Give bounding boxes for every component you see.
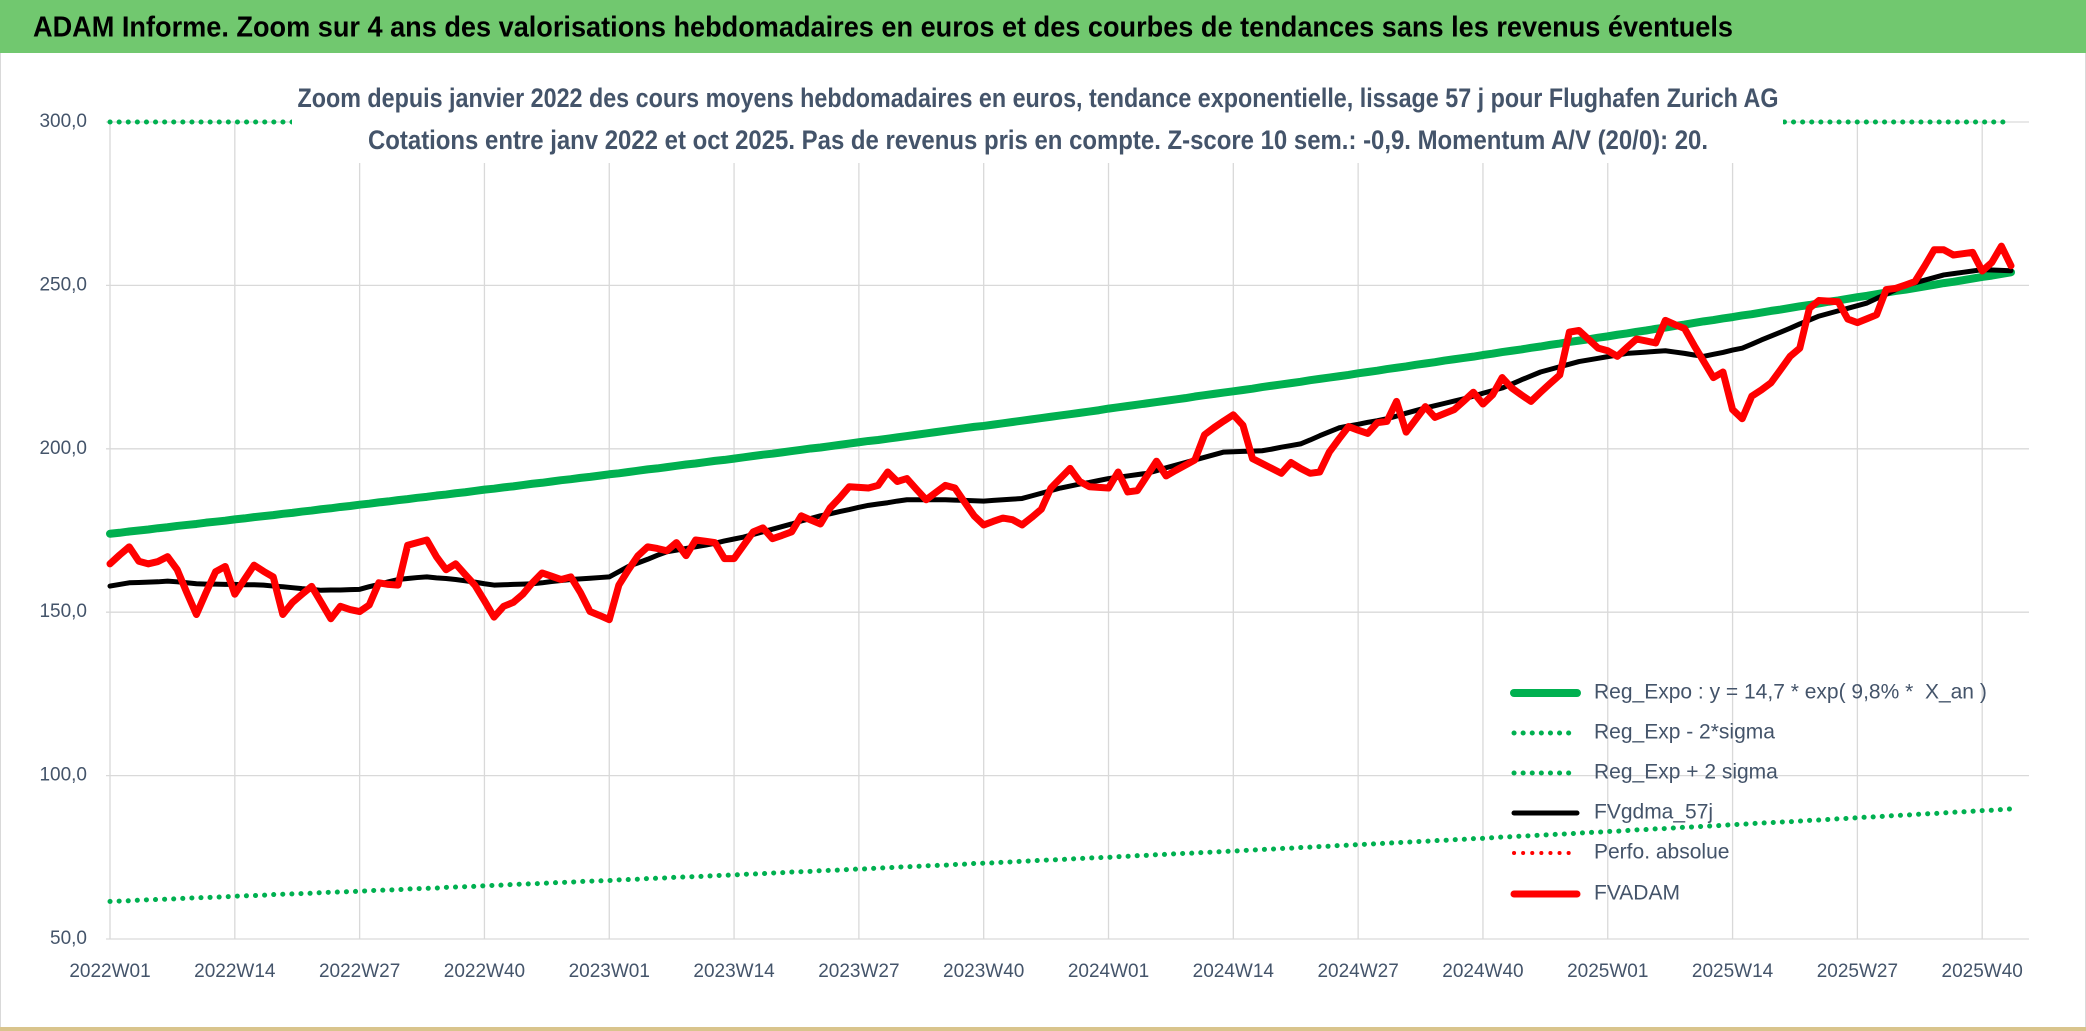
x-tick-label: 2022W27: [319, 961, 400, 982]
y-tick-label: 50,0: [50, 928, 87, 949]
subtitle-box: [292, 77, 1783, 163]
series-line: [106, 268, 2015, 538]
bottom-border: [0, 1027, 2086, 1031]
legend-label: Reg_Exp - 2*sigma: [1594, 721, 1775, 744]
x-tick-label: 2025W01: [1567, 961, 1648, 982]
x-tick-label: 2023W14: [693, 961, 775, 982]
x-tick-label: 2024W40: [1442, 961, 1523, 982]
x-tick-label: 2024W01: [1068, 961, 1149, 982]
x-tick-label: 2022W40: [444, 961, 525, 982]
legend-label: Perfo. absolue: [1594, 841, 1729, 864]
x-tick-label: 2024W14: [1193, 961, 1275, 982]
subtitle: Zoom depuis janvier 2022 des cours moyen…: [298, 83, 1779, 113]
series-line: [107, 806, 2014, 904]
x-tick-label: 2023W40: [943, 961, 1024, 982]
x-tick-label: 2022W14: [194, 961, 276, 982]
x-tick-label: 2023W27: [818, 961, 899, 982]
series-line: [107, 267, 2014, 593]
x-tick-label: 2025W14: [1692, 961, 1774, 982]
x-tick-label: 2023W01: [569, 961, 650, 982]
y-tick-label: 100,0: [39, 765, 87, 786]
legend-label: FVADAM: [1594, 882, 1680, 905]
y-tick-label: 200,0: [39, 438, 87, 459]
x-tick-label: 2022W01: [69, 961, 150, 982]
y-tick-label: 250,0: [39, 274, 87, 295]
y-tick-label: 300,0: [39, 111, 87, 132]
x-tick-label: 2025W40: [1942, 961, 2023, 982]
legend-label: Reg_Expo : y = 14,7 * exp( 9,8% * X_an ): [1594, 681, 1987, 704]
x-tick-label: 2025W27: [1817, 961, 1898, 982]
legend-label: Reg_Exp + 2 sigma: [1594, 761, 1778, 784]
x-tick-label: 2024W27: [1317, 961, 1398, 982]
series-line: [106, 242, 2015, 624]
legend-label: FVgdma_57j: [1594, 801, 1713, 824]
chart-title: ADAM Informe. Zoom sur 4 ans des valoris…: [33, 12, 1733, 44]
header-bar: [0, 0, 2086, 53]
plot-area: 50,0 100,0 150,0 200,0 250,0 300,0 2022W01 2022…: [39, 111, 2029, 982]
legend: Reg_Expo : y = 14,7 * exp( 9,8% * X_an )…: [1510, 681, 1987, 905]
y-tick-label: 150,0: [39, 601, 87, 622]
subtitle: Cotations entre janv 2022 et oct 2025. P…: [368, 125, 1708, 155]
